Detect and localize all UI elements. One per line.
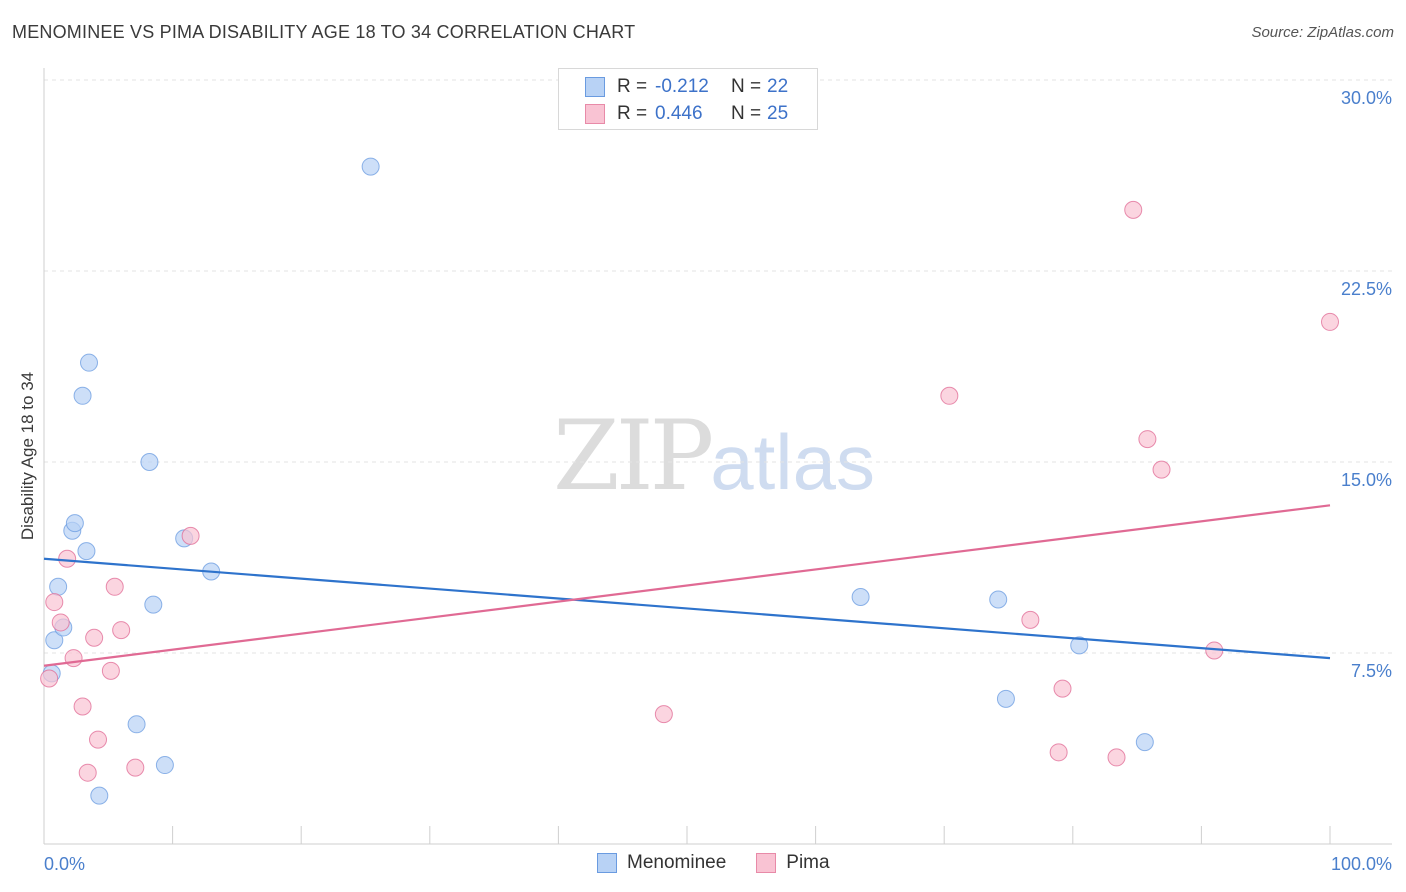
point-menominee xyxy=(127,715,146,734)
point-pima xyxy=(64,649,83,668)
point-menominee xyxy=(49,577,68,596)
legend-swatch-pima xyxy=(585,104,605,124)
point-pima xyxy=(89,730,108,749)
point-menominee xyxy=(996,689,1015,708)
x-tick-label: 0.0% xyxy=(44,854,85,874)
point-pima xyxy=(940,386,959,405)
legend-swatch-menominee xyxy=(585,77,605,97)
point-menominee xyxy=(1135,733,1154,752)
legend-r-label: R = xyxy=(617,103,648,124)
point-menominee xyxy=(65,514,84,533)
watermark-zip: ZIP xyxy=(553,400,714,512)
legend-row-menominee: R = -0.212 N = 22 xyxy=(585,74,788,100)
point-pima xyxy=(1053,679,1072,698)
series-swatch-menominee xyxy=(597,853,617,873)
series-swatch-pima xyxy=(756,853,777,873)
y-tick-label: 7.5% xyxy=(1351,661,1392,681)
point-pima xyxy=(105,577,124,596)
legend-r-value-menominee: -0.212 xyxy=(655,76,709,97)
point-pima xyxy=(1107,748,1126,767)
x-tick-label: 100.0% xyxy=(1331,854,1392,874)
point-pima xyxy=(1124,200,1143,219)
point-pima xyxy=(73,697,92,716)
point-menominee xyxy=(45,631,64,650)
point-menominee xyxy=(144,595,163,614)
point-pima xyxy=(1049,743,1068,762)
point-pima xyxy=(654,705,673,724)
point-pima xyxy=(58,549,77,568)
legend-row-pima: R = 0.446 N = 25 xyxy=(585,101,788,127)
series-legend: Menominee Pima xyxy=(597,852,860,874)
legend-n-value-pima: 25 xyxy=(767,103,789,124)
legend-n-label: N = xyxy=(731,103,762,124)
point-pima xyxy=(126,758,145,777)
legend-r-value-pima: 0.446 xyxy=(655,103,703,124)
point-menominee xyxy=(73,386,92,405)
point-pima xyxy=(181,526,200,545)
point-menominee xyxy=(90,786,109,805)
legend-n-label: N = xyxy=(731,76,762,97)
point-pima xyxy=(78,763,97,782)
y-tick-label: 15.0% xyxy=(1341,470,1392,490)
point-pima xyxy=(1152,460,1171,479)
point-pima xyxy=(1321,312,1339,331)
point-pima xyxy=(1138,430,1157,449)
series-legend-menominee[interactable]: Menominee xyxy=(597,852,726,874)
series-legend-pima[interactable]: Pima xyxy=(756,852,830,874)
series-label-pima: Pima xyxy=(786,852,830,873)
point-pima xyxy=(85,628,104,647)
legend-r-label: R = xyxy=(617,76,648,97)
chart-title: MENOMINEE VS PIMA DISABILITY AGE 18 TO 3… xyxy=(12,22,636,42)
point-pima xyxy=(40,669,59,688)
point-pima xyxy=(101,661,120,680)
series-label-menominee: Menominee xyxy=(627,852,727,873)
point-menominee xyxy=(140,453,159,471)
point-menominee xyxy=(155,756,174,775)
y-tick-label: 22.5% xyxy=(1341,279,1392,299)
point-pima xyxy=(1021,610,1040,629)
y-axis-label: Disability Age 18 to 34 xyxy=(18,372,37,540)
trendline-menominee xyxy=(43,557,1331,660)
point-menominee xyxy=(361,157,380,176)
point-pima xyxy=(51,613,70,632)
point-menominee xyxy=(851,587,870,606)
point-pima xyxy=(45,593,64,612)
point-menominee xyxy=(77,542,96,561)
point-menominee xyxy=(80,353,99,372)
point-menominee xyxy=(989,590,1008,609)
point-pima xyxy=(112,621,131,640)
trendline-pima xyxy=(43,504,1331,667)
y-tick-label: 30.0% xyxy=(1341,88,1392,108)
source-label: Source: ZipAtlas.com xyxy=(1251,24,1394,41)
stats-legend: R = -0.212 N = 22 R = 0.446 N = 25 xyxy=(558,68,818,130)
legend-n-value-menominee: 22 xyxy=(767,76,789,97)
point-menominee xyxy=(1070,636,1089,655)
